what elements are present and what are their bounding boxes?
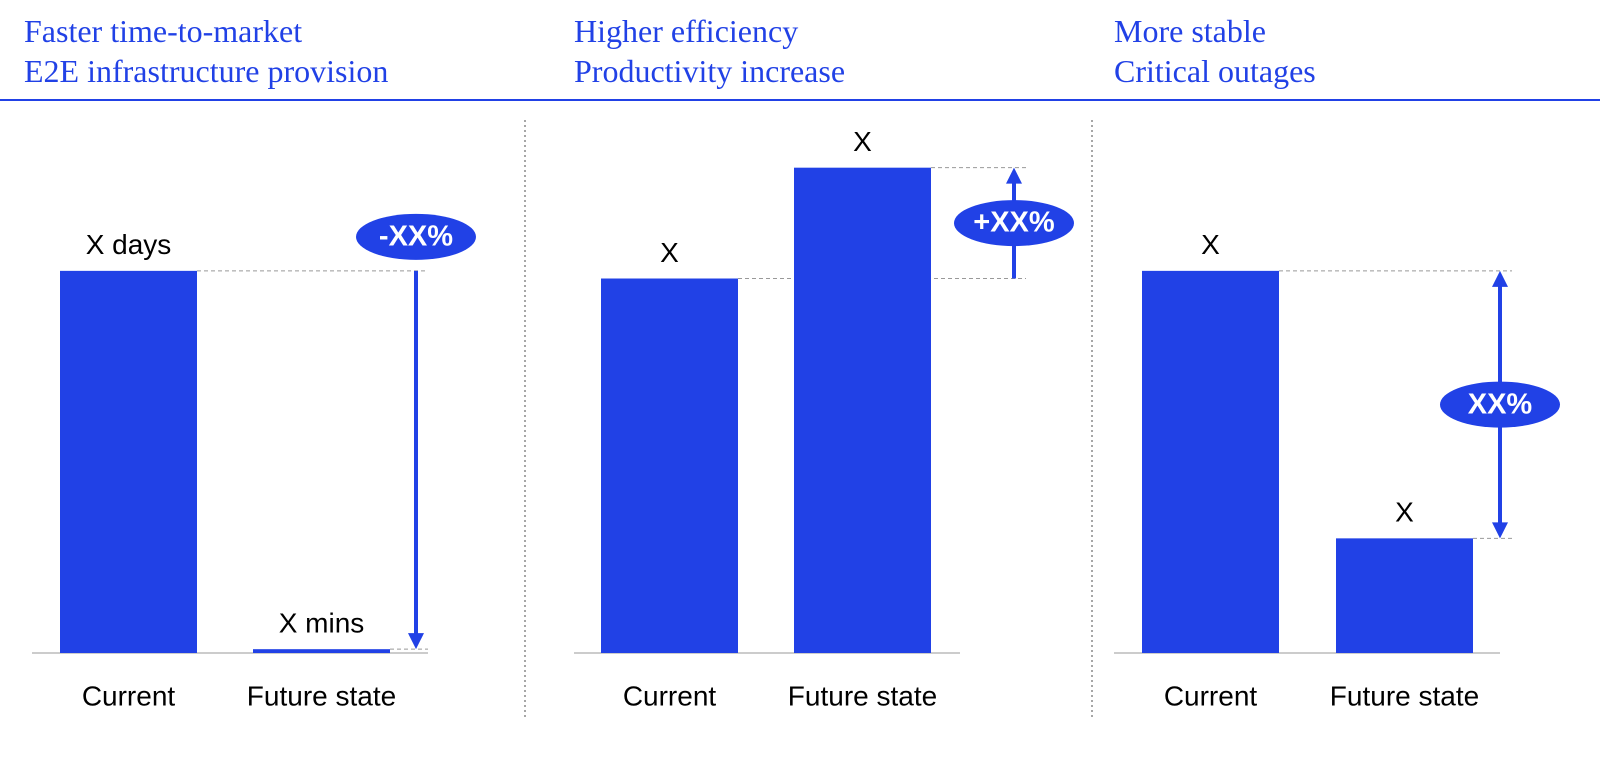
x-tick-label: Current (82, 680, 176, 711)
value-label: X (1201, 229, 1220, 260)
x-tick-label: Current (623, 680, 717, 711)
bar (1336, 538, 1473, 653)
chart-title: Faster time-to-market (24, 13, 302, 49)
change-badge (356, 213, 476, 260)
x-tick-label: Future state (788, 680, 937, 711)
value-label: X (853, 126, 872, 157)
change-label: -XX% (379, 221, 453, 253)
chart-title: Higher efficiency (574, 13, 798, 49)
x-tick-label: Current (1164, 680, 1258, 711)
arrow-head (1492, 522, 1508, 539)
arrow-head (408, 633, 424, 650)
change-badge (954, 200, 1074, 247)
bar (253, 649, 390, 653)
change-label: +XX% (973, 207, 1055, 239)
chart-title: More stable (1114, 13, 1266, 49)
x-tick-label: Future state (1330, 680, 1479, 711)
change-badge (1440, 381, 1560, 428)
arrow-head (1492, 270, 1508, 287)
bar (60, 270, 197, 653)
x-tick-label: Future state (247, 680, 396, 711)
chart-subtitle: E2E infrastructure provision (24, 53, 388, 89)
change-label: XX% (1468, 388, 1533, 420)
bar (794, 167, 931, 653)
value-label: X (660, 237, 679, 268)
arrow-head (1006, 167, 1022, 184)
bar (1142, 270, 1279, 653)
value-label: X days (86, 229, 172, 260)
bar (601, 278, 738, 653)
value-label: X mins (279, 608, 365, 639)
chart-subtitle: Critical outages (1114, 53, 1316, 89)
chart-subtitle: Productivity increase (574, 53, 845, 89)
value-label: X (1395, 497, 1414, 528)
